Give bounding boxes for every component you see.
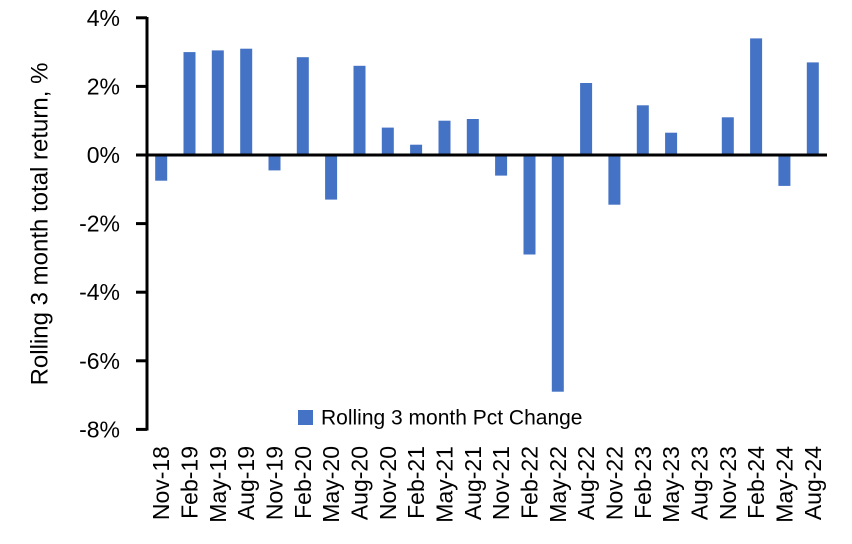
x-tick-label-May-24: May-24 [771,446,797,523]
bar-Aug-21 [466,119,479,155]
x-tick-label-Aug-23: Aug-23 [686,446,712,520]
bar-Nov-18 [155,155,168,181]
x-tick-label-May-21: May-21 [431,446,457,523]
x-tick-label-Aug-19: Aug-19 [233,446,259,520]
bar-May-19 [211,50,224,155]
x-tick-label-Aug-20: Aug-20 [346,446,372,520]
legend-marker-icon [298,410,313,425]
x-tick-label-Nov-18: Nov-18 [148,446,174,520]
x-tick-label-May-19: May-19 [205,446,231,523]
bar-May-21 [438,120,451,155]
y-axis-title: Rolling 3 month total return, % [27,63,54,386]
bar-May-20 [325,155,338,200]
x-tick-label-Feb-23: Feb-23 [630,446,656,519]
x-tick-label-Feb-24: Feb-24 [743,446,769,519]
x-tick-label-Aug-24: Aug-24 [800,446,826,520]
bars-layer [155,38,819,392]
bar-Nov-23 [721,117,734,155]
bar-Feb-19 [183,52,196,155]
x-tick-label-Feb-19: Feb-19 [176,446,202,519]
bar-Nov-19 [268,155,281,171]
y-tick-label--4%: -4% [79,279,120,305]
bar-Feb-20 [296,57,309,156]
bar-Nov-20 [381,127,394,155]
axes-layer: 4%2%0%-2%-4%-6%-8%Nov-18 Feb-19 May-19 Aug-… [79,5,827,523]
x-tick-label-May-23: May-23 [658,446,684,523]
legend-label: Rolling 3 month Pct Change [321,407,583,430]
bar-Nov-22 [608,155,621,205]
x-tick-label-Feb-20: Feb-20 [290,446,316,519]
y-tick-label--6%: -6% [79,348,120,374]
bar-Aug-19 [240,48,253,156]
x-tick-label-Nov-19: Nov-19 [261,446,287,520]
bar-Feb-21 [410,144,423,155]
y-tick-label-4%: 4% [87,5,120,31]
x-tick-label-Nov-22: Nov-22 [601,446,627,520]
bar-Aug-20 [353,65,366,155]
y-tick-label--8%: -8% [79,416,120,442]
bar-Aug-22 [580,83,593,155]
y-tick-label--2%: -2% [79,211,120,237]
x-tick-label-Nov-23: Nov-23 [715,446,741,520]
bar-Nov-21 [495,155,508,176]
x-tick-label-Aug-21: Aug-21 [460,446,486,520]
x-tick-label-May-20: May-20 [318,446,344,523]
x-tick-label-Nov-20: Nov-20 [375,446,401,520]
x-tick-label-Nov-21: Nov-21 [488,446,514,520]
x-tick-label-Aug-22: Aug-22 [573,446,599,520]
bar-May-23 [665,132,678,155]
bar-Feb-23 [636,105,649,155]
x-tick-label-Feb-21: Feb-21 [403,446,429,519]
x-tick-label-May-22: May-22 [545,446,571,523]
bar-May-22 [551,155,564,392]
y-tick-label-0%: 0% [87,142,120,168]
x-tick-label-Feb-22: Feb-22 [516,446,542,519]
bar-May-24 [778,155,791,186]
bar-Aug-24 [806,62,819,155]
y-tick-label-2%: 2% [87,73,120,99]
bar-Feb-24 [750,38,763,155]
bar-Feb-22 [523,155,536,255]
legend: Rolling 3 month Pct Change [298,407,583,430]
